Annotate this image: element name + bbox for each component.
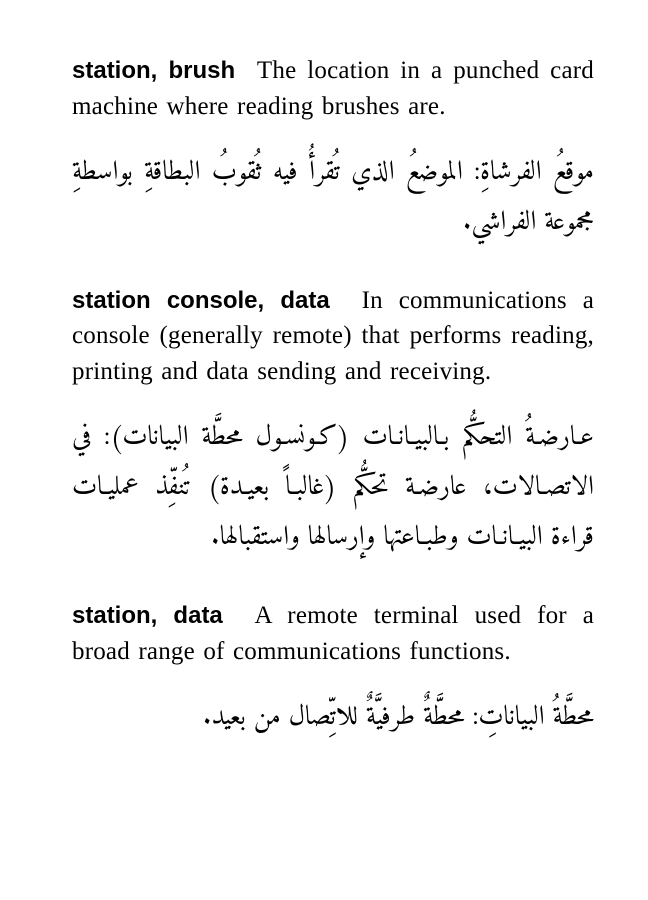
definition-ar: موقعُ الفرشاةِ: الموضعُ الذي تُقرأُ فيه … [72, 149, 594, 249]
definition-ar: محطَّةُ البياناتِ: محطَّةٌ طرفيَّةٌ للات… [72, 694, 594, 744]
definition-en: station console, data In communications … [72, 283, 594, 390]
term: station, brush [72, 57, 235, 84]
entry-station-brush: station, brush The location in a punched… [72, 53, 594, 249]
term: station, data [72, 602, 223, 629]
dictionary-page: station, brush The location in a punched… [0, 0, 648, 900]
entry-station-data: station, data A remote terminal used for… [72, 598, 594, 744]
entry-station-console-data: station console, data In communications … [72, 283, 594, 564]
term: station console, data [72, 287, 330, 314]
definition-en: station, data A remote terminal used for… [72, 598, 594, 669]
definition-en: station, brush The location in a punched… [72, 53, 594, 124]
definition-ar: عـارضـةُ التحكُّم بـالبيـانـات (كـونسـول… [72, 414, 594, 564]
